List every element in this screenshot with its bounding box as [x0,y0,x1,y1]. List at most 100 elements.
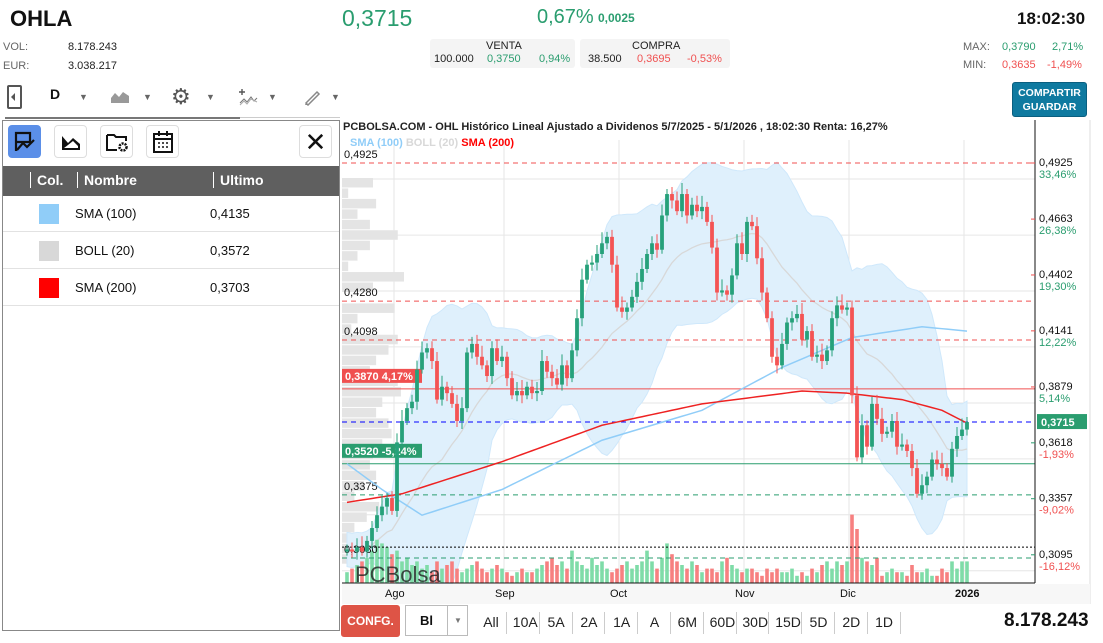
volume-bar [745,568,749,583]
chevron-down-icon[interactable]: ▼ [268,92,277,102]
volume-bar [930,575,934,583]
area-chart-button[interactable] [54,125,87,158]
share-label[interactable]: COMPARTIR [1018,87,1081,99]
volume-bar [530,572,534,583]
indicator-color-swatch[interactable] [39,278,59,298]
indicator-row[interactable]: SMA (200) 0,3703 [3,270,339,306]
volume-bar [620,565,624,583]
x-tick-label: Sep [495,588,515,600]
volume-bar [825,561,829,583]
candle-body [695,204,699,212]
level-tag [342,368,422,383]
candle-body [585,264,589,280]
candle-body [675,200,679,212]
max-pct: 2,71% [1052,41,1084,53]
volume-bar [580,565,584,583]
candle-body [790,318,794,323]
period-select[interactable]: D [50,86,61,102]
volume-bar [730,565,734,583]
indicators-tab-button[interactable] [8,125,41,158]
close-panel-button[interactable]: ✕ [299,125,332,158]
candle-body [825,350,829,362]
volume-profile-bar [342,240,370,251]
x-tick-label: Ago [385,588,405,600]
config-button[interactable]: CONFG. [341,605,400,637]
volume-bar [590,557,594,583]
chevron-down-icon[interactable]: ▼ [143,92,152,102]
gear-icon[interactable]: ⚙ [171,84,191,109]
candle-body [590,262,594,265]
candle-body [705,206,709,222]
candle-body [465,352,469,409]
candle-body [445,386,449,394]
volume-bar [770,572,774,583]
y-tick-pct: 19,30% [1039,281,1077,293]
pencil-draw-icon[interactable] [303,88,321,106]
volume-bar [510,575,514,583]
candle-body [620,307,624,312]
candle-body [365,540,369,552]
volume-bar [960,561,964,583]
range-button-1d[interactable]: 1D [869,612,901,634]
range-button-15d[interactable]: 15D [770,612,803,634]
chevron-down-icon[interactable]: ▼ [206,92,215,102]
volume-bar [555,565,559,583]
volume-bar [565,568,569,583]
price-chart[interactable]: 0,4925 0,4280 0,4098 0,3870 4,17% 0,3520 -5,… [340,120,1103,604]
candle-body [645,253,649,269]
chart-type-select[interactable]: Bl ▼ [405,605,468,636]
range-button-10a[interactable]: 10A [508,612,540,634]
volume-bar [680,565,684,583]
range-button-30d[interactable]: 30D [737,612,770,634]
share-save-button[interactable]: COMPARTIR GUARDAR [1012,82,1087,117]
range-button-1a[interactable]: 1A [606,612,639,634]
range-button-5d[interactable]: 5D [803,612,835,634]
calendar-button[interactable] [146,125,179,158]
indicator-color-swatch[interactable] [39,204,59,224]
candle-body [865,425,869,447]
volume-profile-bar [342,324,352,334]
volume-bar [395,550,399,583]
range-button-2a[interactable]: 2A [573,612,606,634]
last-price-tag-label: 0,3715 [1041,417,1075,429]
indicator-row[interactable]: SMA (100) 0,4135 [3,196,339,232]
save-label[interactable]: GUARDAR [1022,101,1077,113]
indicator-row[interactable]: BOLL (20) 0,3572 [3,233,339,269]
chevron-down-icon[interactable]: ▼ [331,92,340,102]
add-indicator-icon[interactable] [238,88,258,106]
folder-settings-button[interactable] [100,125,133,158]
range-button-all[interactable]: All [476,612,507,634]
volume-bar [705,568,709,583]
range-button-2d[interactable]: 2D [836,612,868,634]
indicator-last-value: 0,3703 [210,280,250,295]
chart-line-icon [14,131,35,151]
y-tick-price: 0,4925 [1039,157,1073,169]
y-tick-pct: 26,38% [1039,225,1077,237]
volume-bar [490,568,494,583]
range-button-6m[interactable]: 6M [672,612,704,634]
chevron-down-icon[interactable]: ▼ [447,606,468,635]
legend-sma100: SMA (100) [350,137,403,149]
candle-body [550,371,554,379]
toggle-panel-button[interactable] [7,85,22,109]
volume-bar [445,565,449,583]
volume-bar [915,572,919,583]
volume-bar [665,543,669,583]
candle-body [345,549,349,552]
folder-gear-icon [105,133,128,152]
volume-bar [525,572,529,583]
range-button-60d[interactable]: 60D [705,612,737,634]
chevron-down-icon[interactable]: ▼ [79,92,88,102]
indicator-color-swatch[interactable] [39,241,59,261]
range-button-a[interactable]: A [639,612,671,634]
chart-type-icon[interactable] [110,90,130,104]
volume-profile-bar [342,251,358,261]
volume-bar [885,572,889,583]
volume-bar [600,561,604,583]
candle-body [415,369,419,402]
candle-body [405,408,409,421]
candle-body [475,343,479,357]
range-button-5a[interactable]: 5A [541,612,573,634]
volume-bar [945,572,949,583]
volume-bar [955,568,959,583]
